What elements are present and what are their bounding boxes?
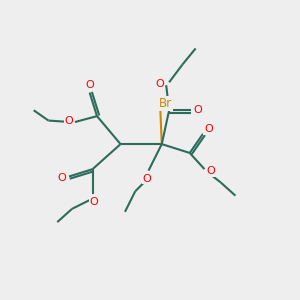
- Text: O: O: [65, 116, 74, 126]
- Text: O: O: [207, 167, 215, 176]
- Text: O: O: [204, 124, 213, 134]
- Text: O: O: [155, 79, 164, 89]
- Text: O: O: [193, 105, 202, 115]
- Text: O: O: [57, 173, 66, 183]
- Text: O: O: [143, 174, 152, 184]
- Text: O: O: [90, 196, 98, 206]
- Text: Br: Br: [159, 97, 172, 110]
- Text: O: O: [85, 80, 94, 90]
